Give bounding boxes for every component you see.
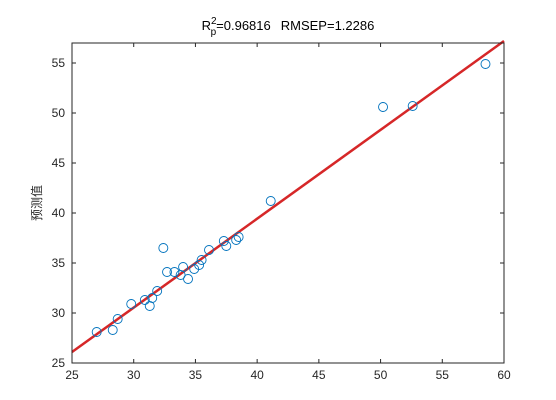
axis-tick-labels: 25 30 35 40 45 50 55 60 25 30 35 40 45 50 55: [52, 56, 511, 382]
y-tick-label: 50: [52, 106, 66, 120]
data-point: [221, 241, 232, 251]
y-tick-label: 25: [52, 356, 66, 370]
axes-box: [71, 42, 505, 364]
fit-line-layer: [71, 39, 505, 354]
x-tick-label: 45: [312, 368, 326, 382]
x-tick-label: 50: [374, 368, 388, 382]
chart-title: R2 p=0.96816 RMSEP=1.2286: [202, 16, 375, 38]
data-point: [233, 232, 244, 242]
x-tick-label: 25: [65, 368, 79, 382]
title-r-superscript: 2: [211, 16, 217, 27]
data-point: [158, 243, 169, 253]
data-point: [183, 274, 193, 284]
x-tick-label: 30: [127, 368, 141, 382]
data-point: [162, 267, 172, 277]
data-point: [147, 293, 158, 303]
y-tick-label: 30: [52, 306, 66, 320]
x-tick-label: 55: [436, 368, 450, 382]
data-point: [218, 236, 229, 246]
data-point: [178, 262, 189, 272]
title-r-subscript: p: [211, 27, 217, 38]
x-tick-label: 40: [250, 368, 264, 382]
data-point: [91, 327, 102, 337]
data-point: [204, 245, 214, 255]
y-tick-label: 35: [52, 256, 66, 270]
y-tick-label: 40: [52, 206, 66, 220]
data-point: [265, 196, 276, 206]
data-point: [196, 255, 207, 265]
data-point: [169, 267, 180, 277]
x-tick-label: 35: [189, 368, 203, 382]
data-points: [91, 59, 491, 337]
data-point: [194, 260, 205, 270]
y-tick-label: 45: [52, 156, 66, 170]
data-point: [126, 299, 137, 309]
data-point: [107, 325, 118, 335]
data-point: [407, 101, 418, 111]
x-tick-label: 60: [497, 368, 511, 382]
plot-area: [72, 43, 504, 363]
data-point: [231, 235, 242, 245]
data-point: [139, 295, 150, 305]
data-point: [378, 102, 388, 112]
title-r-value: =0.96816: [216, 18, 271, 33]
data-point: [112, 314, 123, 324]
data-point: [189, 264, 200, 274]
fit-line: [71, 39, 505, 354]
data-point: [480, 59, 491, 69]
data-point: [152, 286, 163, 296]
y-axis-label: 预测值: [29, 185, 44, 221]
title-r-symbol: R: [202, 18, 211, 33]
y-tick-label: 55: [52, 56, 66, 70]
title-rmsep: RMSEP=1.2286: [281, 18, 375, 33]
